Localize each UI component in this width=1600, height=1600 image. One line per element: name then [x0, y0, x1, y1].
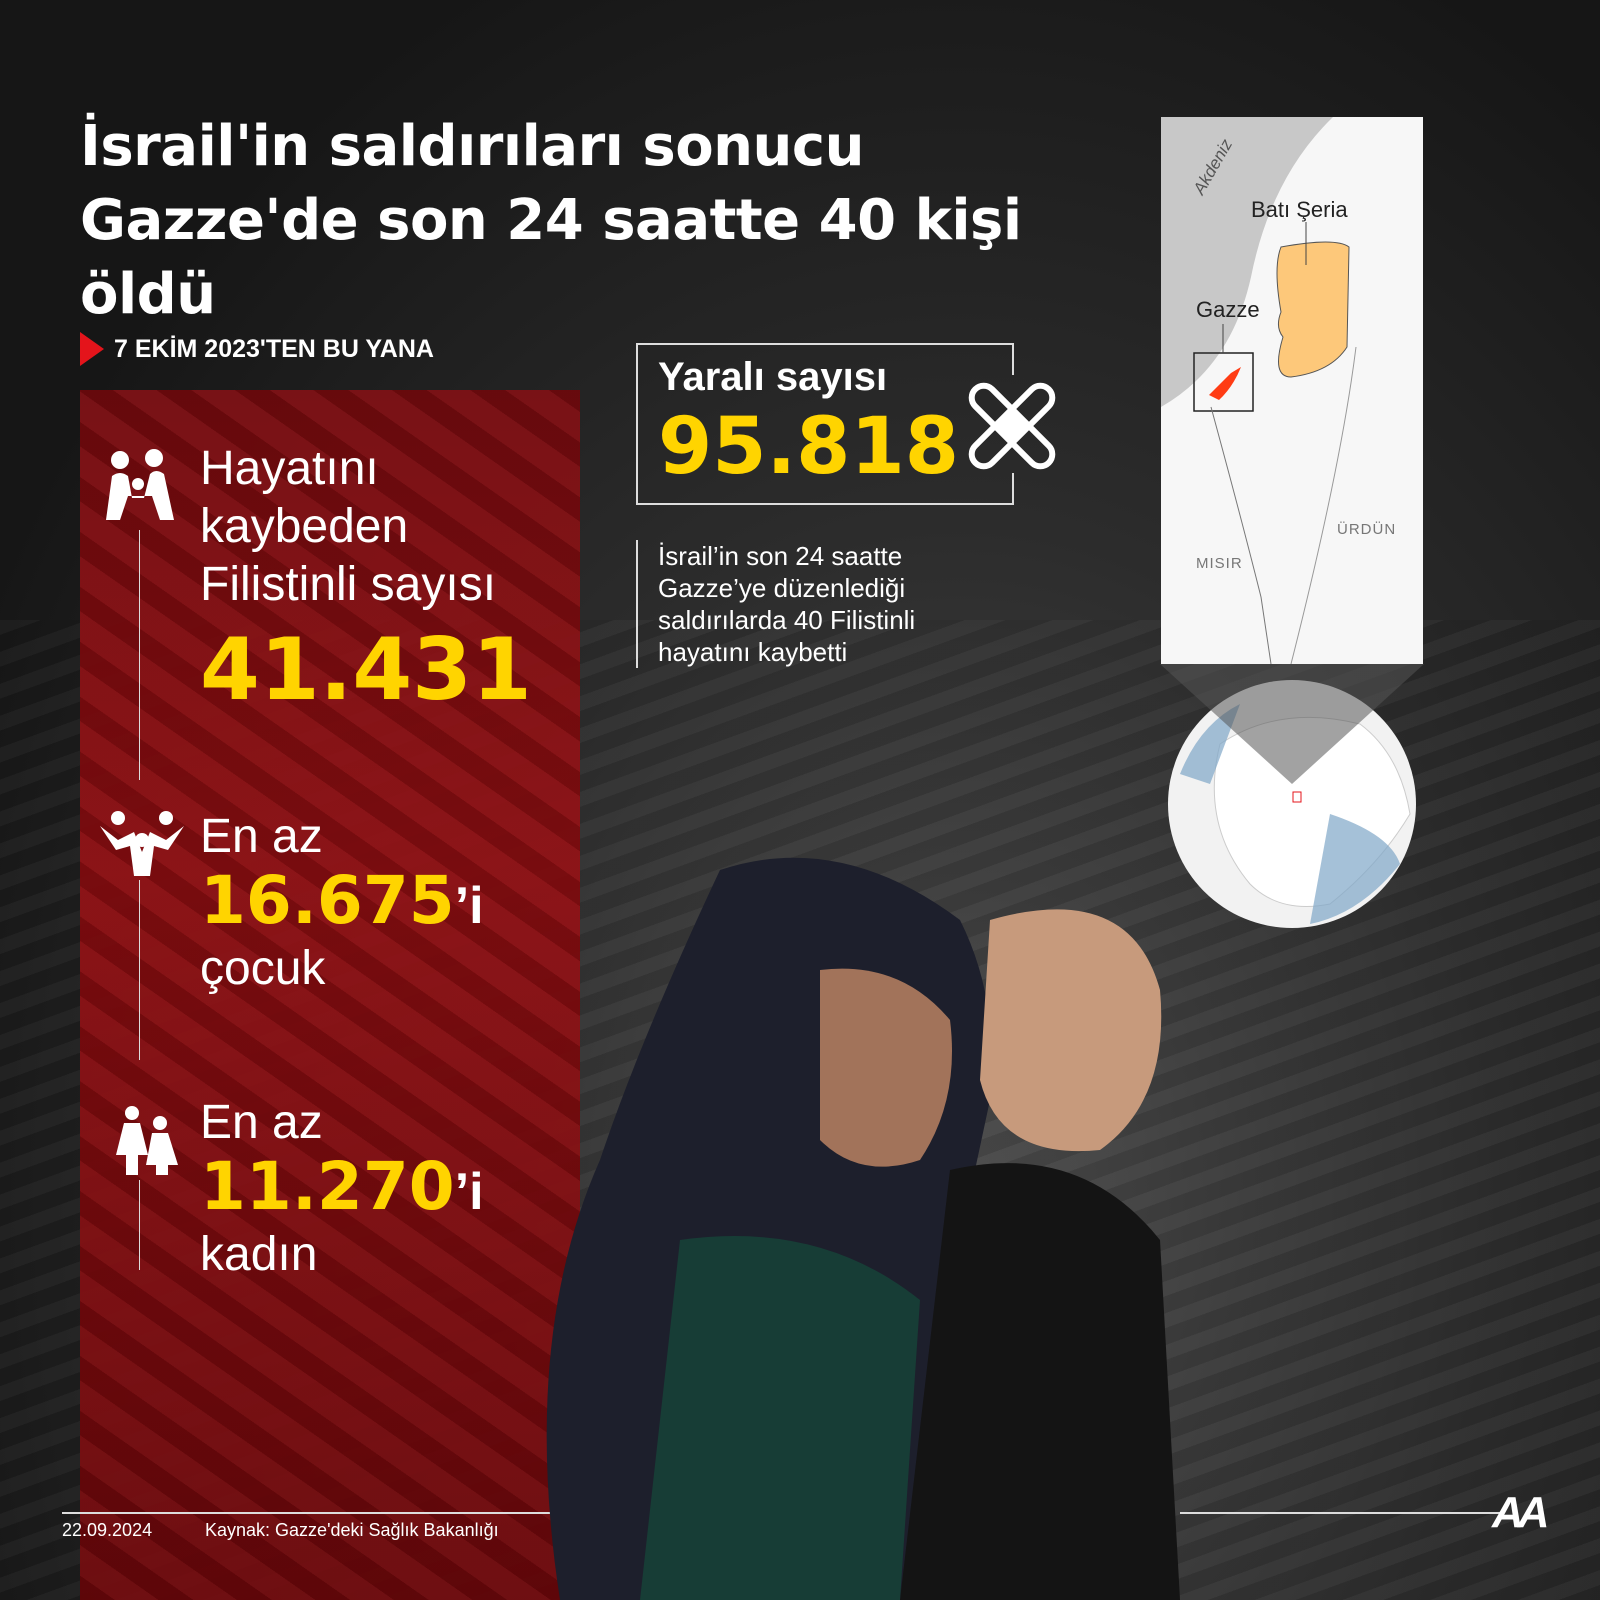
map-label-egypt: MISIR	[1196, 555, 1243, 572]
globe-locator	[1160, 664, 1424, 928]
women-count: 11.270’i	[200, 1152, 484, 1223]
map-label-jordan: ÜRDÜN	[1337, 521, 1397, 538]
children-prefix: En az	[200, 810, 323, 863]
family-icon	[106, 449, 174, 520]
footer-date: 22.09.2024	[62, 1520, 153, 1540]
map-label-gaza: Gazze	[1196, 297, 1260, 322]
women-value: 11.270	[200, 1148, 455, 1225]
children-icon	[100, 811, 184, 876]
injured-box: Yaralı sayısı 95.818	[636, 343, 1014, 505]
map-label-west-bank: Batı Şeria	[1251, 197, 1348, 222]
women-prefix: En az	[200, 1096, 323, 1149]
since-text: 7 EKİM 2023'TEN BU YANA	[114, 334, 434, 363]
footer-divider	[62, 1512, 554, 1514]
description: İsrail’in son 24 saatte Gazze’ye düzenle…	[636, 540, 976, 668]
injured-label: Yaralı sayısı	[658, 355, 888, 399]
footer-divider	[1180, 1512, 1500, 1514]
killed-label: Hayatını kaybeden Filistinli sayısı	[200, 442, 497, 611]
footer-source: Kaynak: Gazze'deki Sağlık Bakanlığı	[205, 1520, 499, 1540]
bandage-icon	[968, 382, 1056, 470]
children-suffix: ’i	[454, 877, 484, 935]
timeline-line	[139, 530, 140, 780]
injured-value: 95.818	[658, 402, 959, 492]
women-icon	[116, 1106, 178, 1175]
region-map: Akdeniz Batı Şeria Gazze ÜRDÜN MISIR	[1161, 117, 1423, 664]
children-value: 16.675	[200, 862, 455, 939]
children-label: çocuk	[200, 942, 326, 995]
map-shapes	[1161, 117, 1357, 664]
red-stats-panel	[80, 390, 580, 1600]
aa-logo: AA	[1492, 1488, 1550, 1537]
since-label: 7 EKİM 2023'TEN BU YANA	[80, 332, 434, 366]
photo-mother-daughter	[546, 857, 1180, 1600]
children-count: 16.675’i	[200, 866, 484, 937]
page-title: İsrail'in saldırıları sonucu Gazze'de so…	[80, 114, 1022, 327]
women-suffix: ’i	[454, 1163, 484, 1221]
killed-value: 41.431	[200, 620, 532, 720]
timeline-line	[139, 880, 140, 1060]
play-triangle-icon	[80, 332, 104, 366]
timeline-line	[139, 1180, 140, 1270]
women-label: kadın	[200, 1228, 318, 1281]
